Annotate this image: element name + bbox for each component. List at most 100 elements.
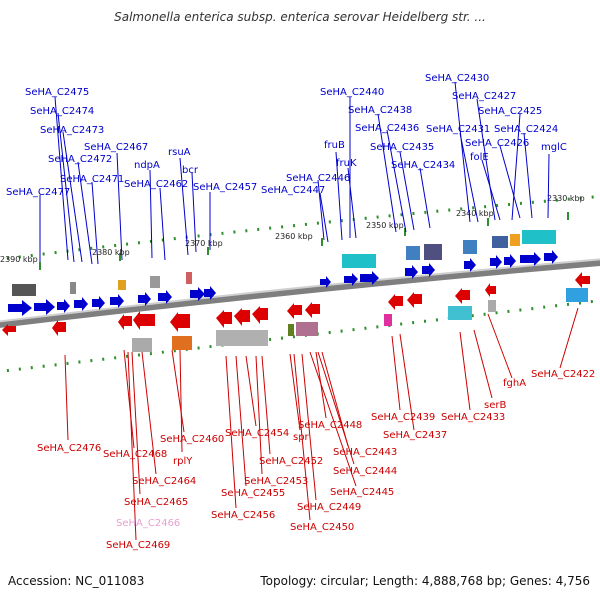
gene-arrow[interactable] — [407, 292, 422, 308]
gene-label-pseudo[interactable]: SeHA_C2466 — [116, 518, 180, 529]
gene-arrow[interactable] — [344, 273, 358, 286]
gene-arrow[interactable] — [422, 263, 435, 277]
gene-label[interactable]: SeHA_C2455 — [221, 488, 285, 499]
gene-label[interactable]: SeHA_C2474 — [30, 106, 94, 117]
gene-arrow[interactable] — [490, 255, 502, 269]
gene-label[interactable]: SeHA_C2434 — [391, 160, 455, 171]
gene-label[interactable]: SeHA_C2452 — [259, 456, 323, 467]
gene-label[interactable]: rplY — [173, 456, 193, 467]
gene-label[interactable]: fruB — [324, 140, 345, 151]
gene-label[interactable]: bcr — [182, 165, 199, 176]
gene-arrow[interactable] — [158, 290, 172, 304]
gene-label[interactable]: SeHA_C2467 — [84, 142, 148, 153]
gene-label[interactable]: ndpA — [134, 160, 160, 171]
gene-label[interactable]: SeHA_C2430 — [425, 73, 489, 84]
gene-label[interactable]: SeHA_C2450 — [290, 522, 354, 533]
reverse-leader-lines — [64, 307, 579, 541]
gene-arrow[interactable] — [52, 320, 66, 336]
gene-arrow[interactable] — [360, 271, 379, 285]
gene-label[interactable]: SeHA_C2433 — [441, 412, 505, 423]
gene-label[interactable]: SeHA_C2446 — [286, 173, 350, 184]
gene-label[interactable]: SeHA_C2477 — [6, 187, 70, 198]
gene-label[interactable]: folE — [470, 152, 489, 163]
gene-arrow[interactable] — [575, 272, 590, 288]
gene-label[interactable]: SeHA_C2471 — [60, 174, 124, 185]
gene-arrow[interactable] — [455, 288, 470, 304]
gene-arrow[interactable] — [405, 265, 418, 279]
gene-arrow[interactable] — [216, 310, 232, 328]
kbp-label: 2380 kbp — [92, 248, 130, 257]
kbp-label: 2390 kbp — [0, 255, 38, 264]
gene-label[interactable]: SeHA_C2440 — [320, 87, 384, 98]
genome-backbone-highlight — [0, 258, 600, 323]
gene-label[interactable]: SeHA_C2454 — [225, 428, 289, 439]
gene-label[interactable]: rsuA — [168, 147, 191, 158]
gene-label[interactable]: SeHA_C2427 — [452, 91, 516, 102]
gene-arrow[interactable] — [57, 299, 70, 313]
gene-arrow[interactable] — [504, 254, 516, 268]
gene-label[interactable]: SeHA_C2435 — [370, 142, 434, 153]
gene-arrow[interactable] — [2, 324, 16, 336]
gene-label[interactable]: serB — [484, 400, 506, 411]
gene-label[interactable]: SeHA_C2422 — [531, 369, 595, 380]
gene-label[interactable]: SeHA_C2456 — [211, 510, 275, 521]
gene-label[interactable]: SeHA_C2457 — [193, 182, 257, 193]
gene-arrow[interactable] — [234, 308, 250, 326]
gene-arrow[interactable] — [388, 294, 403, 310]
gene-label[interactable]: SeHA_C2439 — [371, 412, 435, 423]
gene-label[interactable]: SeHA_C2437 — [383, 430, 447, 441]
inner-scale-ring — [0, 299, 600, 373]
gene-label[interactable]: SeHA_C2453 — [244, 476, 308, 487]
kbp-scale: 2390 kbp 2380 kbp 2370 kbp 2360 kbp 2350… — [0, 194, 585, 270]
gene-arrow[interactable] — [464, 258, 476, 272]
gene-label[interactable]: SeHA_C2448 — [298, 420, 362, 431]
kbp-label: 2360 kbp — [275, 232, 313, 241]
gene-arrow[interactable] — [520, 252, 541, 266]
gene-arrow[interactable] — [252, 306, 268, 324]
gene-arrow[interactable] — [170, 312, 190, 332]
gene-label[interactable]: SeHA_C2426 — [465, 138, 529, 149]
gene-label[interactable]: SeHA_C2436 — [355, 123, 419, 134]
gene-arrow[interactable] — [8, 300, 32, 316]
gene-arrow[interactable] — [92, 296, 105, 310]
gene-label[interactable]: spr — [293, 432, 310, 443]
gene-arrow[interactable] — [320, 276, 331, 288]
gene-label[interactable]: fruK — [336, 158, 357, 169]
feature-boxes — [12, 230, 588, 352]
gene-arrow[interactable] — [305, 302, 320, 318]
gene-label[interactable]: SeHA_C2449 — [297, 502, 361, 513]
gene-label[interactable]: SeHA_C2438 — [348, 105, 412, 116]
gene-label[interactable]: SeHA_C2462 — [124, 179, 188, 190]
gene-label[interactable]: SeHA_C2472 — [48, 154, 112, 165]
gene-label[interactable]: SeHA_C2460 — [160, 434, 224, 445]
gene-label[interactable]: SeHA_C2476 — [37, 443, 101, 454]
gene-label[interactable]: SeHA_C2465 — [124, 497, 188, 508]
gene-label[interactable]: SeHA_C2431 — [426, 124, 490, 135]
gene-label[interactable]: SeHA_C2445 — [330, 487, 394, 498]
gene-label[interactable]: SeHA_C2469 — [106, 540, 170, 551]
gene-arrow[interactable] — [485, 283, 496, 297]
kbp-label: 2340 kbp — [456, 209, 494, 218]
gene-arrow[interactable] — [287, 303, 302, 319]
gene-label[interactable]: SeHA_C2473 — [40, 125, 104, 136]
gene-arrow[interactable] — [74, 297, 88, 311]
gene-label[interactable]: SeHA_C2475 — [25, 87, 89, 98]
gene-arrow[interactable] — [190, 287, 205, 301]
gene-arrow[interactable] — [138, 292, 151, 306]
gene-label[interactable]: SeHA_C2468 — [103, 449, 167, 460]
gene-label[interactable]: SeHA_C2443 — [333, 447, 397, 458]
gene-label[interactable]: SeHA_C2464 — [132, 476, 196, 487]
gene-arrow[interactable] — [110, 294, 124, 308]
gene-arrow[interactable] — [118, 314, 132, 330]
reverse-gene-labels: SeHA_C2476 SeHA_C2468 SeHA_C2460 rplY Se… — [37, 369, 595, 551]
gene-label[interactable]: fghA — [503, 378, 526, 389]
gene-arrow[interactable] — [544, 250, 558, 264]
gene-arrow[interactable] — [204, 286, 216, 300]
gene-arrow[interactable] — [133, 311, 155, 330]
gene-arrow[interactable] — [34, 299, 55, 315]
gene-label[interactable]: SeHA_C2425 — [478, 106, 542, 117]
gene-label[interactable]: SeHA_C2424 — [494, 124, 558, 135]
gene-label[interactable]: SeHA_C2444 — [333, 466, 397, 477]
gene-label[interactable]: mglC — [541, 142, 567, 153]
gene-label[interactable]: SeHA_C2447 — [261, 185, 325, 196]
